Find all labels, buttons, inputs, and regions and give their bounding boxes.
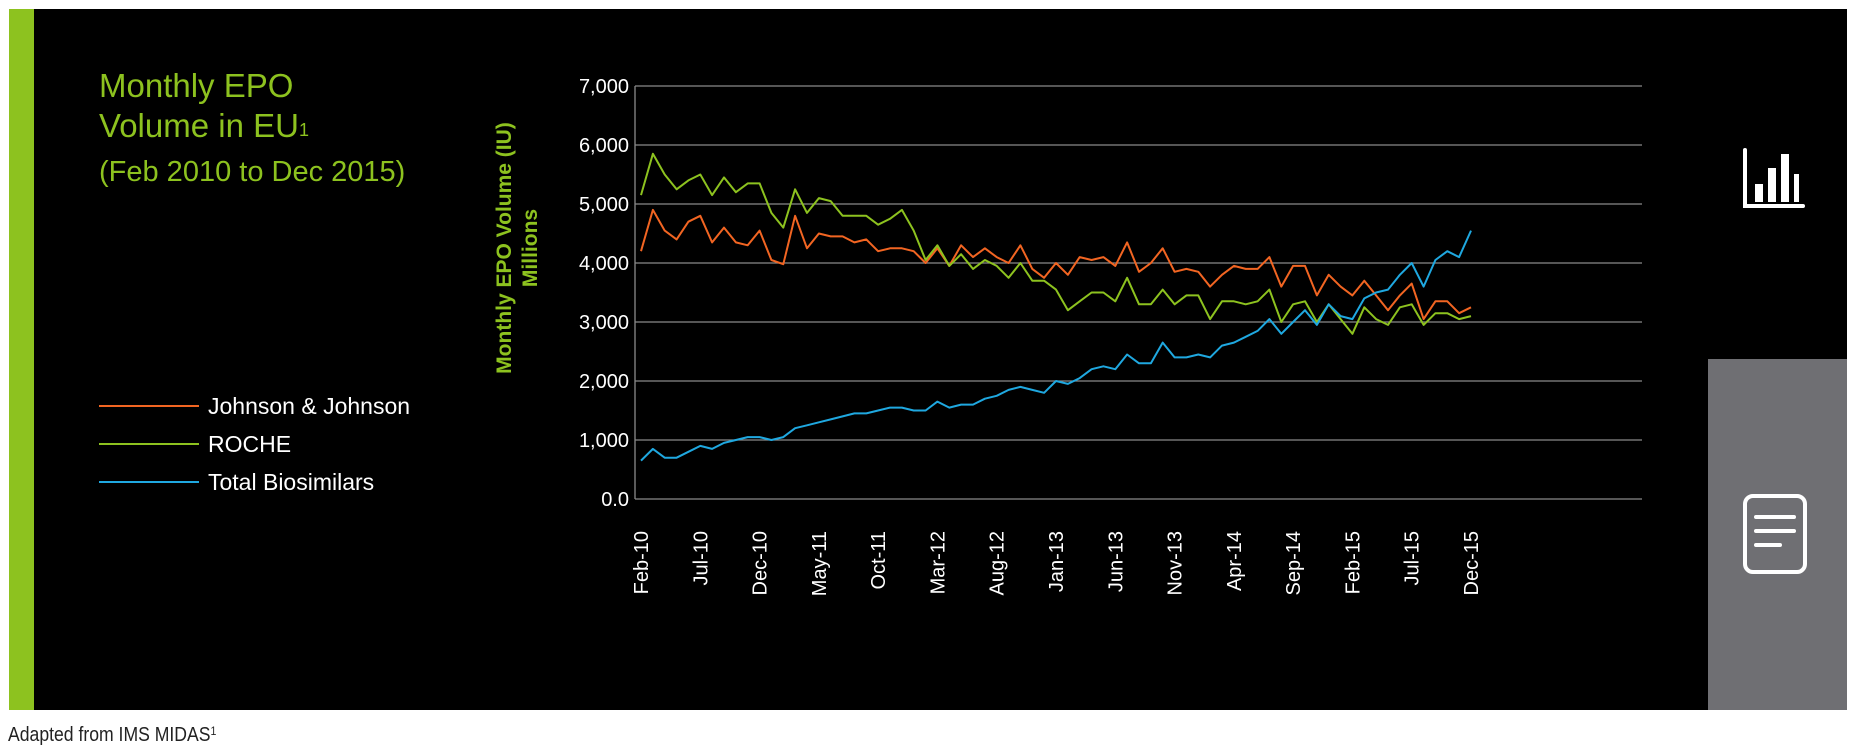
- y-tick-label: 2,000: [579, 371, 629, 393]
- line-chart: 0.0 1,000 2,000 3,000 4,000 5,000 6,000 7,000 F…: [493, 76, 1642, 596]
- title-line-2: Volume in EU: [99, 107, 299, 144]
- x-tick-label: Nov-13: [1165, 531, 1187, 595]
- y-tick-label: 0.0: [601, 489, 629, 511]
- y-tick-label: 6,000: [579, 135, 629, 157]
- y-axis: 0.0 1,000 2,000 3,000 4,000 5,000 6,000 7,000: [579, 76, 636, 511]
- y-tick-label: 1,000: [579, 430, 629, 452]
- legend-label-jnj: Johnson & Johnson: [208, 393, 411, 419]
- x-tick-label: Jan-13: [1046, 531, 1068, 592]
- x-tick-label: Jul-15: [1402, 531, 1424, 585]
- series-line-jnj: [640, 208, 1472, 321]
- y-tick-label: 5,000: [579, 194, 629, 216]
- document-icon[interactable]: [1742, 493, 1808, 575]
- x-tick-label: Jul-10: [690, 531, 712, 585]
- x-tick-label: Aug-12: [987, 531, 1009, 596]
- legend-item-biosimilars: Total Biosimilars: [99, 470, 459, 508]
- x-tick-label: Dec-15: [1461, 531, 1483, 595]
- sidebar-top: [1708, 9, 1847, 359]
- source-footnote: 1: [210, 724, 217, 738]
- source-note: Adapted from IMS MIDAS1: [8, 724, 216, 747]
- y-axis-title-line-1: Monthly EPO Volume (IU): [493, 122, 516, 374]
- x-tick-label: Jun-13: [1105, 531, 1127, 592]
- y-axis-title: Monthly EPO Volume (IU) Millions: [493, 122, 542, 374]
- y-tick-label: 3,000: [579, 312, 629, 334]
- x-tick-label: Apr-14: [1224, 531, 1246, 591]
- title-line-1: Monthly EPO: [99, 67, 294, 104]
- title-footnote: 1: [298, 120, 309, 140]
- x-tick-label: Oct-11: [868, 531, 890, 590]
- legend-label-roche: ROCHE: [208, 431, 292, 457]
- series-lines: [640, 152, 1472, 462]
- page-subtitle: (Feb 2010 to Dec 2015): [99, 156, 406, 188]
- accent-bar: [9, 9, 34, 710]
- sidebar-bottom: [1708, 359, 1847, 710]
- legend-swatch-biosimilars: [99, 481, 199, 483]
- bar-chart-icon[interactable]: [1741, 146, 1807, 212]
- y-tick-label: 7,000: [579, 76, 629, 98]
- legend-label-biosimilars: Total Biosimilars: [208, 469, 375, 495]
- x-tick-label: Sep-14: [1283, 531, 1305, 596]
- x-tick-label: Feb-10: [631, 531, 653, 594]
- grid-lines: [635, 85, 1642, 500]
- x-tick-label: Dec-10: [750, 531, 772, 595]
- legend-swatch-jnj: [99, 405, 199, 407]
- legend-item-roche: ROCHE: [99, 432, 459, 470]
- x-tick-label: Feb-15: [1342, 531, 1364, 594]
- y-axis-title-line-2: Millions: [519, 209, 542, 287]
- x-tick-label: May-11: [809, 531, 831, 596]
- legend-swatch-roche: [99, 443, 199, 445]
- page-title: Monthly EPO Volume in EU1: [99, 66, 309, 146]
- x-tick-label: Mar-12: [927, 531, 949, 594]
- source-text: Adapted from IMS MIDAS: [8, 724, 211, 746]
- chart-panel: [9, 9, 1847, 710]
- series-line-biosimilars: [640, 230, 1472, 462]
- x-axis: Feb-10 Jul-10 Dec-10 May-11 Oct-11 Mar-12 Aug-…: [631, 531, 1483, 596]
- legend-item-jnj: Johnson & Johnson: [99, 394, 459, 432]
- legend: Johnson & Johnson ROCHE Total Biosimilar…: [99, 394, 459, 508]
- y-tick-label: 4,000: [579, 253, 629, 275]
